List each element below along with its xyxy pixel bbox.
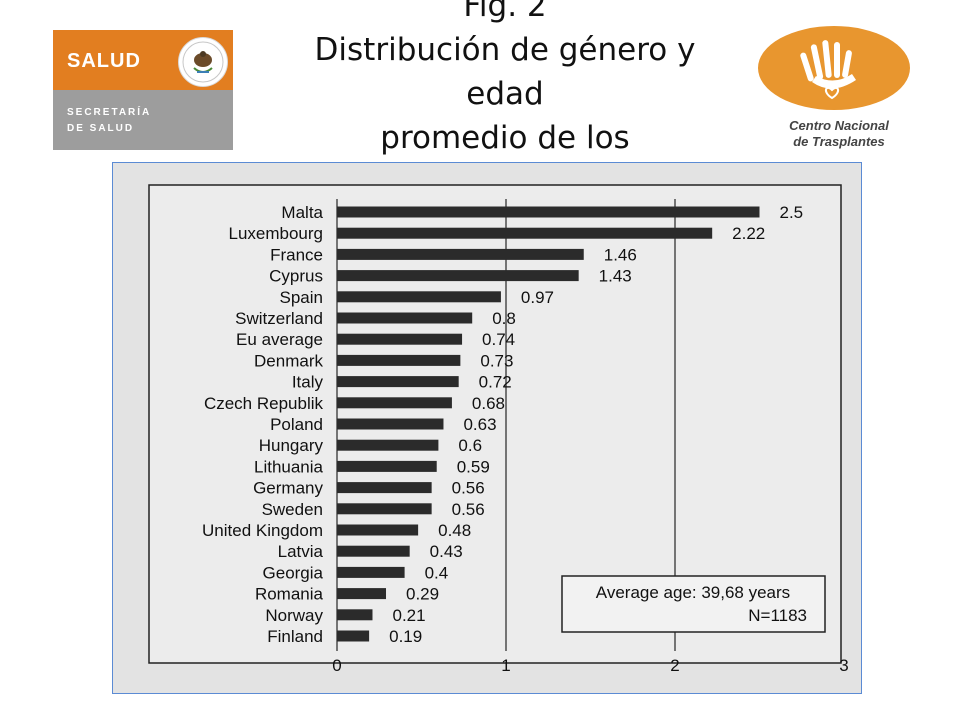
x-tick-label: 1 bbox=[501, 656, 510, 675]
slide-title: Fig. 2 Distribución de género y edad pro… bbox=[285, 0, 725, 160]
bar bbox=[337, 609, 373, 621]
logo-bottom-band: SECRETARÍA DE SALUD bbox=[53, 90, 233, 150]
logo-word: SALUD bbox=[67, 50, 141, 72]
bar bbox=[337, 588, 387, 600]
value-label: 0.59 bbox=[457, 457, 490, 476]
category-label: Malta bbox=[281, 203, 323, 222]
category-label: Germany bbox=[253, 479, 323, 498]
value-label: 0.63 bbox=[463, 415, 496, 434]
bar bbox=[337, 376, 459, 388]
value-label: 0.74 bbox=[482, 330, 515, 349]
bar bbox=[337, 291, 501, 303]
logo-text-line-1: Centro Nacional bbox=[789, 118, 889, 133]
secretaria-de-salud-logo: SALUD SECRETARÍA DE SALUD bbox=[53, 30, 233, 150]
bar bbox=[337, 312, 473, 324]
hands-heart-icon bbox=[758, 26, 910, 110]
annotation-line-2: N=1183 bbox=[748, 606, 807, 625]
average-age-annotation: Average age: 39,68 years N=1183 bbox=[561, 575, 826, 633]
bar bbox=[337, 354, 461, 366]
title-line-4: promedio de los bbox=[380, 120, 630, 156]
x-tick-label: 2 bbox=[670, 656, 679, 675]
logo-top-band: SALUD bbox=[53, 30, 233, 90]
x-tick-label: 3 bbox=[839, 656, 848, 675]
bar bbox=[337, 333, 463, 345]
annotation-box bbox=[561, 575, 826, 633]
national-seal-icon bbox=[178, 37, 228, 87]
annotation-line-1: Average age: 39,68 years bbox=[596, 583, 790, 602]
category-label: Lithuania bbox=[254, 457, 324, 476]
bar bbox=[337, 630, 370, 642]
category-label: Latvia bbox=[278, 542, 324, 561]
chart-scan: Malta Luxembourg France Cyprus Spain Switzerl… bbox=[112, 162, 862, 694]
category-label: Spain bbox=[280, 288, 323, 307]
value-label: 0.19 bbox=[389, 627, 422, 646]
value-label: 0.68 bbox=[472, 394, 505, 413]
value-label: 0.73 bbox=[480, 351, 513, 370]
category-label: Sweden bbox=[262, 500, 323, 519]
bar bbox=[337, 503, 432, 515]
title-line-1: Fig. 2 bbox=[463, 0, 547, 24]
category-label: Luxembourg bbox=[228, 224, 323, 243]
value-label: 0.29 bbox=[406, 585, 439, 604]
value-label: 0.8 bbox=[492, 309, 516, 328]
bar-chart: Malta Luxembourg France Cyprus Spain Switzerl… bbox=[148, 184, 849, 675]
value-label: 0.56 bbox=[452, 500, 485, 519]
value-label: 0.4 bbox=[425, 563, 449, 582]
category-label: Romania bbox=[255, 585, 324, 604]
title-line-2: Distribución de género y bbox=[314, 32, 696, 68]
category-label: United Kingdom bbox=[202, 521, 323, 540]
category-label: Poland bbox=[270, 415, 323, 434]
bar bbox=[337, 460, 437, 472]
value-label: 0.56 bbox=[452, 479, 485, 498]
bar bbox=[337, 227, 713, 239]
category-label: Cyprus bbox=[269, 267, 323, 286]
value-label: 0.6 bbox=[458, 436, 482, 455]
value-label: 2.5 bbox=[780, 203, 804, 222]
bar bbox=[337, 482, 432, 494]
value-label: 0.48 bbox=[438, 521, 471, 540]
bar bbox=[337, 206, 760, 218]
category-label: Italy bbox=[292, 373, 324, 392]
category-label: Czech Republik bbox=[204, 394, 324, 413]
bar bbox=[337, 418, 444, 430]
bar bbox=[337, 397, 452, 409]
category-label: Hungary bbox=[259, 436, 324, 455]
category-label: Georgia bbox=[263, 563, 324, 582]
category-label: Norway bbox=[265, 606, 323, 625]
bar bbox=[337, 439, 439, 451]
logo-text-line-2: de Trasplantes bbox=[793, 134, 885, 149]
value-label: 1.46 bbox=[604, 245, 637, 264]
bar bbox=[337, 270, 579, 282]
logo-line-1: SECRETARÍA bbox=[67, 107, 152, 118]
x-tick-label: 0 bbox=[332, 656, 341, 675]
bar bbox=[337, 248, 584, 260]
value-label: 1.43 bbox=[599, 267, 632, 286]
value-label: 0.97 bbox=[521, 288, 554, 307]
logo-line-2: DE SALUD bbox=[67, 123, 135, 134]
category-label: Switzerland bbox=[235, 309, 323, 328]
value-label: 0.43 bbox=[430, 542, 463, 561]
centro-nacional-trasplantes-logo: Centro Nacional de Trasplantes bbox=[752, 22, 912, 154]
category-label: Eu average bbox=[236, 330, 323, 349]
bar bbox=[337, 566, 405, 578]
title-line-3: edad bbox=[466, 76, 544, 112]
value-label: 0.72 bbox=[479, 373, 512, 392]
category-label: Denmark bbox=[254, 351, 323, 370]
bar bbox=[337, 524, 419, 536]
value-label: 2.22 bbox=[732, 224, 765, 243]
bar bbox=[337, 545, 410, 557]
category-label: France bbox=[270, 245, 323, 264]
value-label: 0.21 bbox=[392, 606, 425, 625]
category-label: Finland bbox=[267, 627, 323, 646]
